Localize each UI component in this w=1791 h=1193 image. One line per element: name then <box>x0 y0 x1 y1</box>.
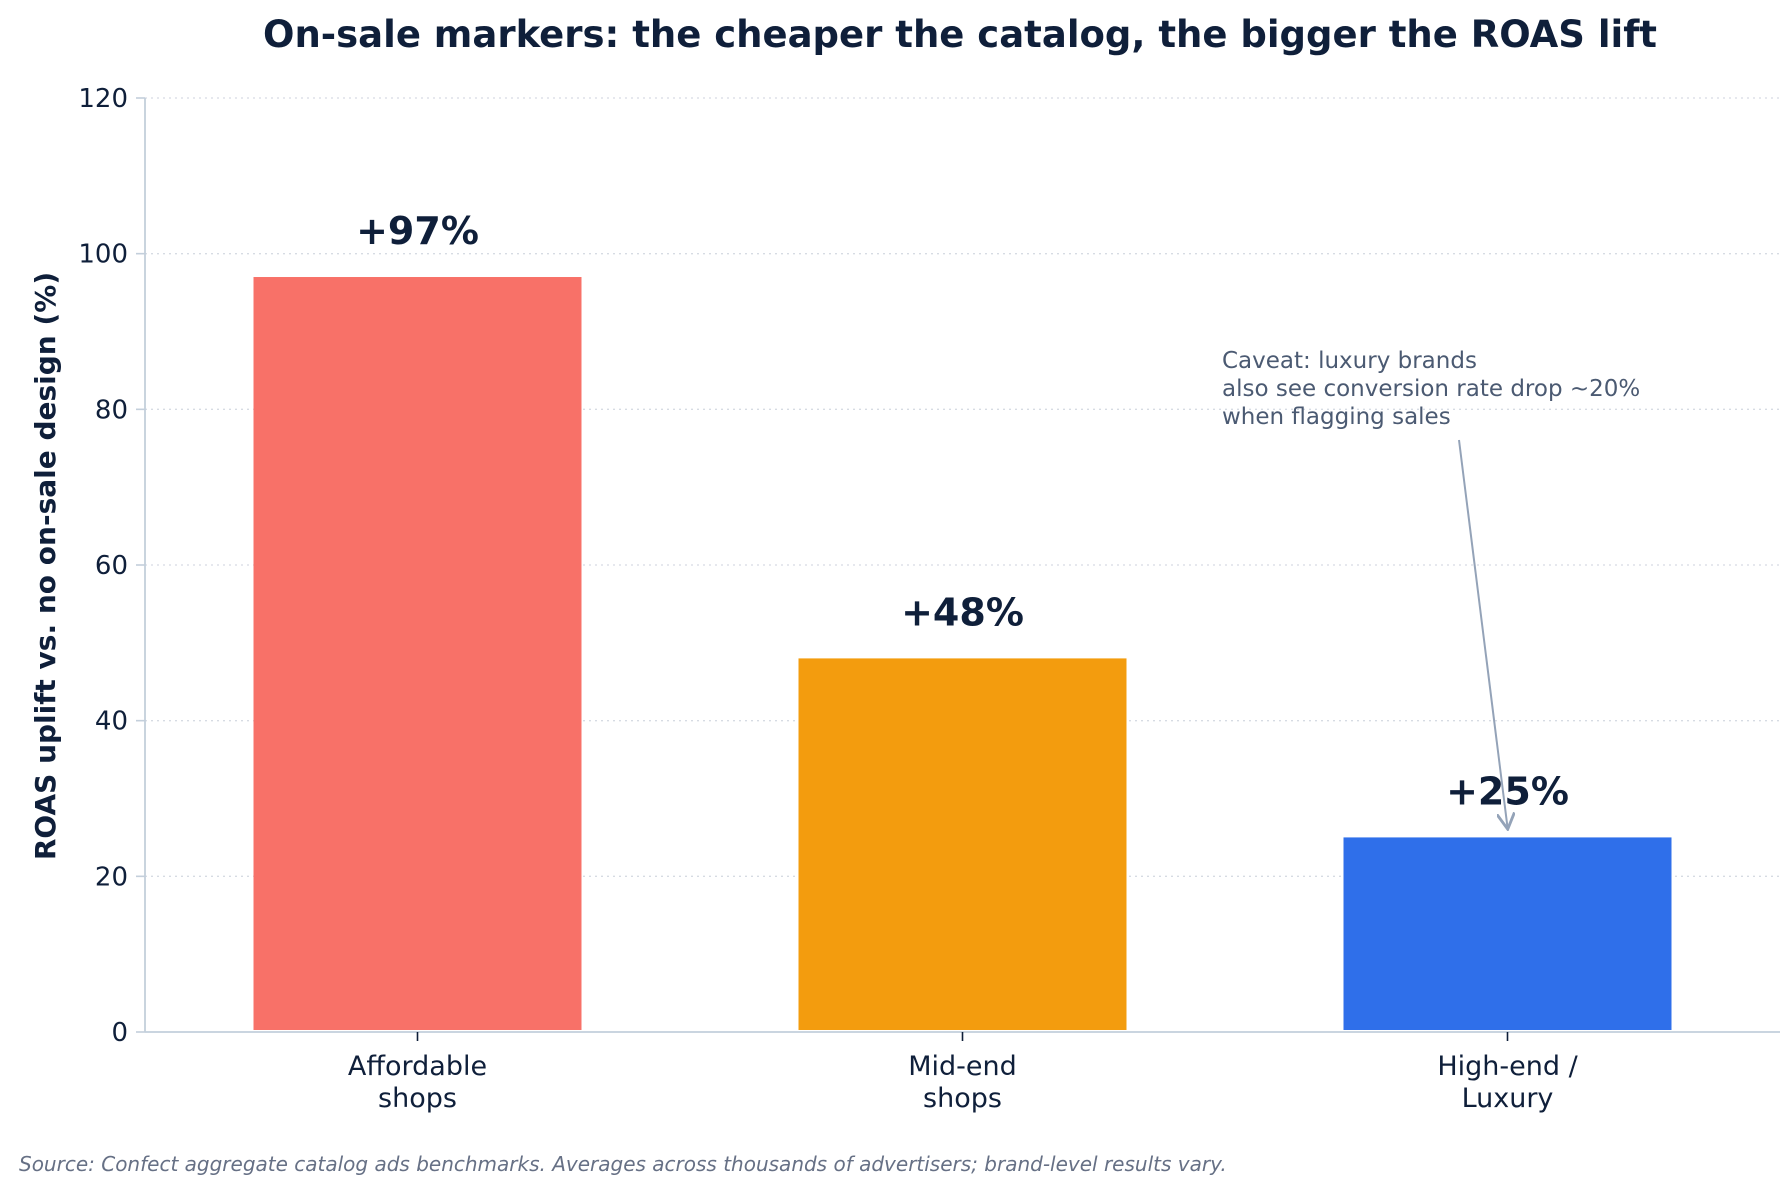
bar <box>798 658 1127 1030</box>
y-tick-label: 120 <box>78 84 128 114</box>
x-ticks: Affordable shops Mid-end shops High-end / Lux… <box>348 1032 1579 1114</box>
y-tick-label: 60 <box>95 551 128 581</box>
y-tick-label: 100 <box>78 240 128 270</box>
y-axis-label: ROAS uplift vs. no on-sale design (%) <box>29 272 62 860</box>
annotation-arrow <box>1458 439 1508 827</box>
x-tick-label: High-end / Luxury <box>1437 1051 1578 1114</box>
data-labels: +97% +48% +25% <box>356 209 1569 813</box>
x-tick-label: Affordable shops <box>348 1051 487 1114</box>
source-note: Source: Confect aggregate catalog ads be… <box>19 1152 1227 1176</box>
data-label: +25% <box>1446 769 1569 813</box>
data-label: +48% <box>901 590 1024 634</box>
chart-title: On-sale markers: the cheaper the catalog… <box>263 13 1657 56</box>
y-tick-label: 40 <box>95 707 128 737</box>
x-tick-label: Mid-end shops <box>908 1051 1017 1114</box>
annotation-text: Caveat: luxury brands also see conversion… <box>1222 348 1640 430</box>
y-tick-label: 80 <box>95 395 128 425</box>
y-ticks: 0 20 40 60 80 100 120 <box>78 84 145 1048</box>
y-tick-label: 0 <box>111 1018 128 1048</box>
bars <box>253 277 1672 1030</box>
bar <box>1343 837 1672 1030</box>
bar <box>253 277 582 1030</box>
y-tick-label: 20 <box>95 862 128 892</box>
data-label: +97% <box>356 209 479 253</box>
annotation: Caveat: luxury brands also see conversion… <box>1222 348 1640 827</box>
